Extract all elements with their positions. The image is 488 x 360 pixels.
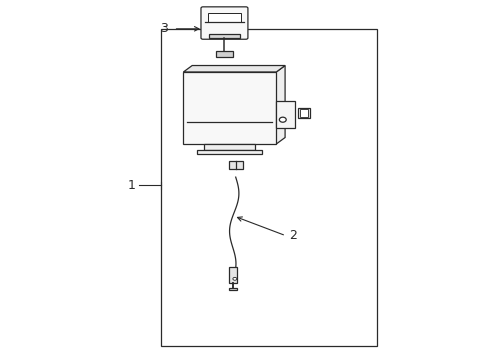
Bar <box>228 161 242 169</box>
Circle shape <box>279 117 285 122</box>
Bar <box>204 144 255 150</box>
Text: 1: 1 <box>128 179 136 192</box>
Polygon shape <box>276 66 285 144</box>
Bar <box>297 108 309 118</box>
Text: 3: 3 <box>160 22 167 35</box>
Bar <box>229 288 236 290</box>
Bar <box>207 13 241 22</box>
Bar <box>299 109 307 117</box>
Text: 2: 2 <box>289 229 297 242</box>
Bar <box>183 72 276 144</box>
Bar <box>276 101 294 128</box>
FancyBboxPatch shape <box>201 7 247 39</box>
Bar <box>229 267 236 283</box>
Bar <box>161 29 376 346</box>
Polygon shape <box>183 66 285 72</box>
Circle shape <box>232 277 236 280</box>
Bar <box>197 150 262 154</box>
Bar <box>209 34 239 38</box>
Bar <box>215 51 233 57</box>
